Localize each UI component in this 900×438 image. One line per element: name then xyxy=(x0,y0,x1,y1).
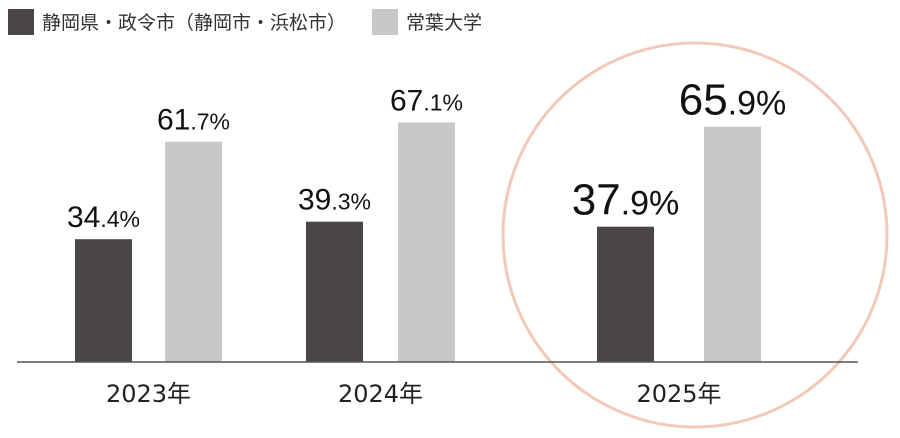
bar-2024年-series-0 xyxy=(306,221,363,362)
legend-label-university: 常葉大学 xyxy=(406,12,483,34)
bar-2023年-series-0 xyxy=(75,239,132,362)
value-label-2024年-series-1: 67.1% xyxy=(390,84,463,117)
value-label-2024年-series-0: 39.3% xyxy=(298,184,371,217)
legend-label-prefecture: 静岡県・政令市（静岡市・浜松市） xyxy=(42,12,347,34)
legend-item-university: 常葉大学 xyxy=(372,8,482,35)
value-label-2023年-series-1: 61.7% xyxy=(157,104,230,137)
bar-2025年-series-0 xyxy=(597,226,654,362)
value-label-2025年-series-0: 37.9% xyxy=(572,176,680,225)
legend: 静岡県・政令市（静岡市・浜松市） 常葉大学 xyxy=(8,8,508,35)
bar-2025年-series-1 xyxy=(704,126,761,362)
category-label-2025年: 2025年 xyxy=(636,380,721,408)
highlight-circle xyxy=(501,41,889,429)
value-label-2023年-series-0: 34.4% xyxy=(67,201,140,234)
value-label-2025年-series-1: 65.9% xyxy=(679,76,787,125)
category-label-2024年: 2024年 xyxy=(338,380,423,408)
bar-2023年-series-1 xyxy=(165,141,222,362)
legend-swatch-prefecture xyxy=(8,8,34,35)
category-label-2023年: 2023年 xyxy=(106,380,191,408)
legend-swatch-university xyxy=(372,8,399,35)
legend-item-prefecture: 静岡県・政令市（静岡市・浜松市） xyxy=(8,8,346,35)
bar-2024年-series-1 xyxy=(398,122,455,362)
